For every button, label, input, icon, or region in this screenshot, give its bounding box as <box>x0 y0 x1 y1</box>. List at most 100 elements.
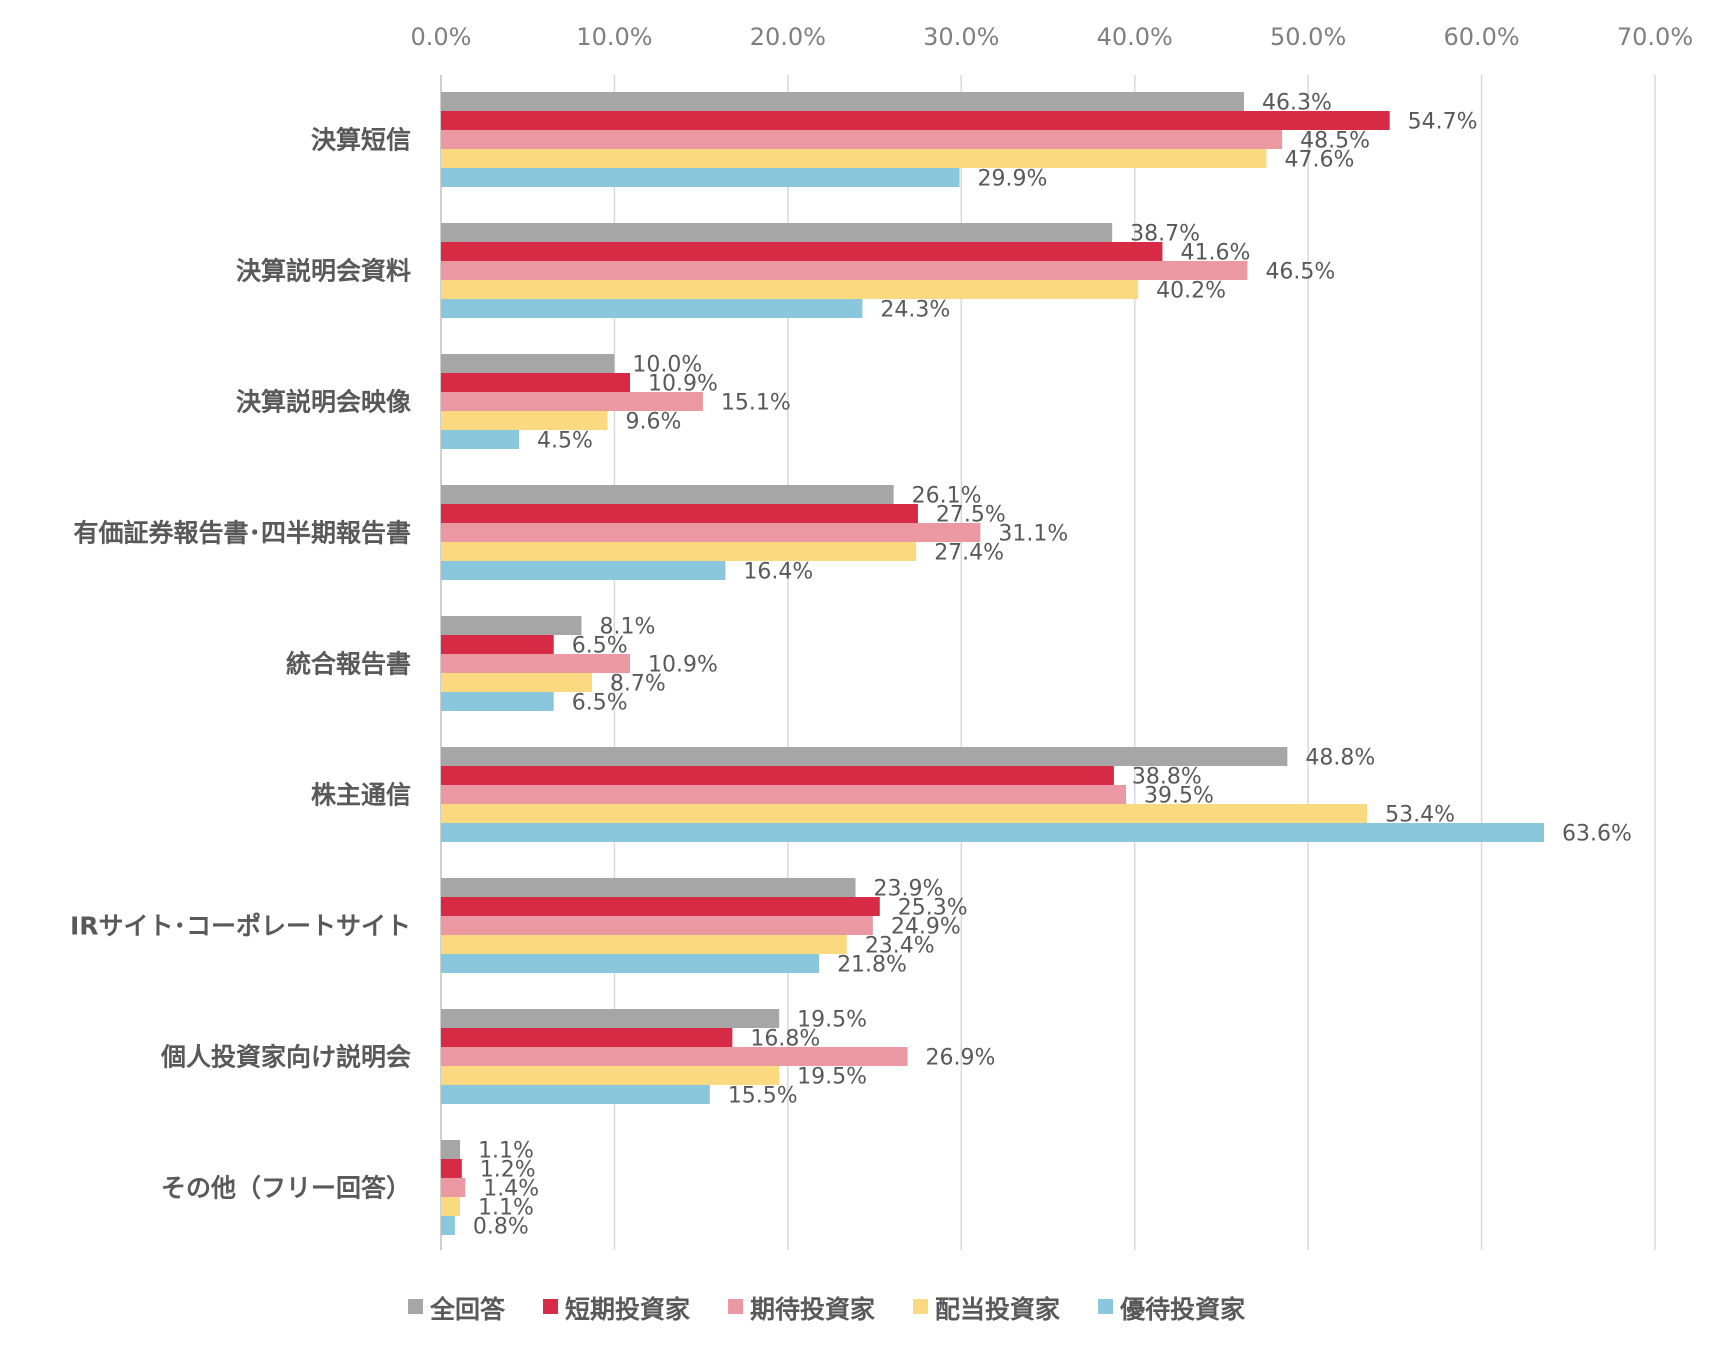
bar <box>441 878 856 897</box>
data-label: 1.1% <box>478 1139 534 1164</box>
x-tick-label: 40.0% <box>1097 23 1173 51</box>
bar <box>441 504 918 523</box>
bar <box>441 149 1267 168</box>
x-tick-label: 0.0% <box>411 23 472 51</box>
data-label: 1.4% <box>483 1177 539 1202</box>
legend-swatch <box>913 1299 929 1314</box>
bar <box>441 1085 710 1104</box>
bar <box>441 766 1114 785</box>
legend-label: 期待投資家 <box>750 1295 875 1324</box>
bar <box>441 635 554 654</box>
data-label: 4.5% <box>537 429 593 454</box>
bar <box>441 242 1163 261</box>
legend-swatch <box>1098 1299 1114 1314</box>
x-tick-label: 70.0% <box>1617 23 1693 51</box>
data-label: 39.5% <box>1144 784 1214 809</box>
bar <box>441 1047 908 1066</box>
bar <box>441 1009 780 1028</box>
bar <box>441 897 880 916</box>
data-label: 48.5% <box>1300 129 1370 154</box>
legend: 全回答 短期投資家 期待投資家 配当投資家 優待投資家 <box>408 1295 1245 1324</box>
bar <box>441 411 608 430</box>
data-label: 8.1% <box>599 615 655 640</box>
data-label: 63.6% <box>1562 822 1632 847</box>
legend-swatch <box>543 1299 559 1314</box>
bar <box>441 1066 780 1085</box>
data-label: 27.5% <box>936 503 1006 528</box>
bar <box>441 111 1390 130</box>
category-label: 決算説明会資料 <box>236 257 411 286</box>
data-label: 54.7% <box>1408 110 1478 135</box>
bar <box>441 299 863 318</box>
category-label: 統合報告書 <box>286 650 411 679</box>
bar <box>441 373 631 392</box>
category-label: 決算短信 <box>311 126 411 155</box>
bar <box>441 223 1113 242</box>
bar <box>441 935 847 954</box>
legend-label: 優待投資家 <box>1119 1295 1245 1324</box>
bar <box>441 280 1139 299</box>
legend-label: 全回答 <box>429 1295 506 1324</box>
bar <box>441 673 592 692</box>
data-label: 9.6% <box>625 410 681 435</box>
bar <box>441 354 615 373</box>
bar <box>441 92 1244 111</box>
data-label: 26.1% <box>912 484 982 509</box>
data-label: 21.8% <box>837 953 907 978</box>
data-label: 23.9% <box>873 877 943 902</box>
legend-label: 配当投資家 <box>935 1295 1060 1324</box>
data-label: 15.1% <box>721 391 791 416</box>
bar <box>441 392 703 411</box>
bar <box>441 485 894 504</box>
data-label: 23.4% <box>865 934 935 959</box>
data-label: 38.8% <box>1132 765 1202 790</box>
data-label: 47.6% <box>1285 148 1355 173</box>
bar <box>441 1028 733 1047</box>
data-label: 16.8% <box>750 1027 820 1052</box>
category-label: 株主通信 <box>311 781 411 810</box>
data-label: 15.5% <box>728 1084 798 1109</box>
data-label: 1.1% <box>478 1196 534 1221</box>
data-label: 40.2% <box>1156 279 1226 304</box>
x-axis-ticks: 0.0% 10.0% 20.0% 30.0% 40.0% 50.0% 60.0% 70.0% <box>411 23 1694 51</box>
bar <box>441 261 1248 280</box>
bar <box>441 747 1288 766</box>
bar <box>441 430 520 449</box>
data-label: 24.9% <box>891 915 961 940</box>
data-label: 6.5% <box>572 691 628 716</box>
data-label: 41.6% <box>1180 241 1250 266</box>
data-label: 27.4% <box>934 541 1004 566</box>
bar <box>441 785 1127 804</box>
x-tick-label: 50.0% <box>1270 23 1346 51</box>
x-tick-label: 30.0% <box>923 23 999 51</box>
bar <box>441 916 873 935</box>
data-label: 53.4% <box>1385 803 1455 828</box>
legend-swatch <box>408 1299 423 1314</box>
data-label: 10.9% <box>648 372 718 397</box>
x-tick-label: 60.0% <box>1443 23 1519 51</box>
legend-swatch <box>728 1299 744 1314</box>
bar <box>441 1159 462 1178</box>
bar <box>441 954 820 973</box>
data-label: 31.1% <box>998 522 1068 547</box>
bar <box>441 692 554 711</box>
category-label: IRサイト･コーポレートサイト <box>70 912 411 941</box>
data-labels: 46.3% 54.7% 48.5%47.6% 29.9% 38.7%41.6% 46.5%… <box>473 91 1632 1240</box>
category-label: 有価証券報告書･四半期報告書 <box>73 519 411 548</box>
bar <box>441 1178 466 1197</box>
bar <box>441 130 1283 149</box>
data-label: 24.3% <box>880 298 950 323</box>
data-label: 0.8% <box>473 1215 529 1240</box>
data-label: 6.5% <box>572 634 628 659</box>
bar <box>441 1216 455 1235</box>
data-label: 8.7% <box>610 672 666 697</box>
bar <box>441 823 1545 842</box>
data-label: 26.9% <box>926 1046 996 1071</box>
data-label: 46.5% <box>1265 260 1335 285</box>
category-label: その他（フリー回答） <box>161 1174 411 1203</box>
x-tick-label: 20.0% <box>750 23 826 51</box>
bar <box>441 804 1368 823</box>
category-labels: 決算短信決算説明会資料決算説明会映像有価証券報告書･四半期報告書統合報告書株主通… <box>70 126 411 1203</box>
x-tick-label: 10.0% <box>576 23 652 51</box>
